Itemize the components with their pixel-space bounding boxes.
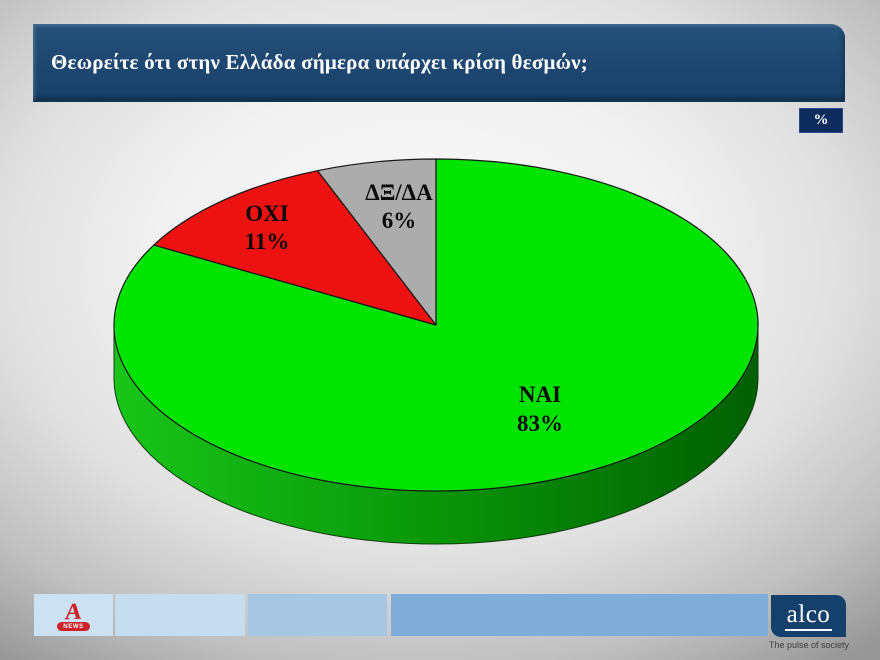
footer-segment-alpha: A NEWS xyxy=(34,594,113,636)
pie-side-3d xyxy=(113,324,759,545)
percent-unit-badge: % xyxy=(799,108,843,133)
pie-label-oxi: ΟΧΙ 11% xyxy=(245,201,290,254)
pie-label-nai: ΝΑΙ 83% xyxy=(517,382,563,436)
pie-label-dxda: ΔΞ/ΔΑ 6% xyxy=(365,180,433,233)
footer-segment-3 xyxy=(248,594,387,636)
footer-segment-2 xyxy=(115,594,245,636)
alpha-letter-icon: A xyxy=(64,598,83,624)
question-title: Θεωρείτε ότι στην Ελλάδα σήμερα υπάρχει … xyxy=(51,49,588,74)
question-header: Θεωρείτε ότι στην Ελλάδα σήμερα υπάρχει … xyxy=(33,24,845,102)
pie-slice-dxda xyxy=(316,158,437,326)
footer-segment-4 xyxy=(391,594,768,636)
alco-logo-text: alco xyxy=(784,602,833,631)
alpha-news-label: NEWS xyxy=(57,621,90,631)
alco-tagline: The pulse of society xyxy=(768,640,850,650)
pie-slice-oxi xyxy=(153,170,437,326)
pie-slice-nai xyxy=(113,158,759,492)
alco-logo: alco xyxy=(771,595,846,637)
percent-unit-label: % xyxy=(813,112,829,128)
alpha-news-logo: A NEWS xyxy=(57,598,90,631)
